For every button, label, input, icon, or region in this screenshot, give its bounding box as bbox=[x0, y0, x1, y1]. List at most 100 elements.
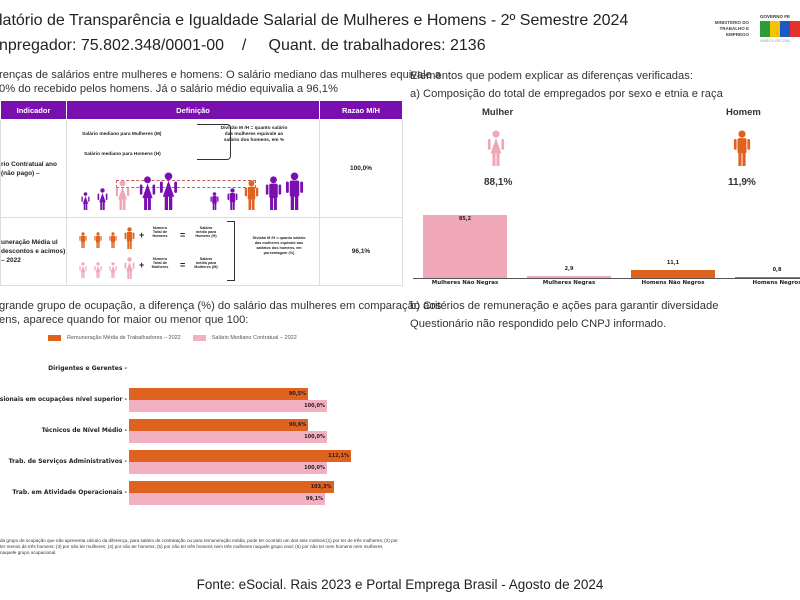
man-icon bbox=[265, 176, 282, 212]
gov-brasil-logo: GOVERNO FE UNIÃO E RECONS bbox=[760, 14, 800, 43]
composition-bar bbox=[423, 215, 507, 278]
occupation-text: grande grupo de ocupação, a diferença (%… bbox=[0, 300, 442, 326]
man-pct: 11,9% bbox=[728, 177, 756, 188]
occupation-label: issionais em ocupações nível superior - bbox=[0, 396, 127, 403]
man-icon bbox=[733, 130, 751, 171]
bar-value-label: 2,9 bbox=[564, 265, 574, 272]
bar-value-label: 11,1 bbox=[666, 259, 680, 266]
legend-label: Salário Mediano Contratual – 2022 bbox=[211, 335, 297, 341]
occupation-bar bbox=[129, 400, 327, 412]
indicator-cell: uneração Média ul descontos e acimos) – … bbox=[0, 217, 67, 286]
ratio-cell: 96,1% bbox=[319, 217, 403, 286]
brace bbox=[227, 221, 235, 281]
bar-value-label: 90,6% bbox=[289, 422, 307, 428]
criteria-text: Questionário não respondido pelo CNPJ in… bbox=[410, 318, 667, 330]
col-indicador: Indicador bbox=[0, 100, 67, 120]
man-icon bbox=[79, 232, 87, 250]
legend-swatch-pink bbox=[192, 335, 206, 341]
category-label: Homens Negros bbox=[752, 280, 800, 286]
source-footer: Fonte: eSocial. Rais 2023 e Portal Empre… bbox=[196, 577, 604, 592]
bar-value-label: 112,1% bbox=[328, 453, 349, 459]
legend-swatch-orange bbox=[48, 335, 61, 341]
def-total-women: Número Total de Mulheres bbox=[151, 257, 169, 269]
occupation-label: Técnicos de Nível Médio - bbox=[41, 427, 127, 434]
plus-sign: + bbox=[139, 230, 145, 240]
definition-cell: Salário mediano para Mulheres (M) Salári… bbox=[66, 119, 320, 218]
salary-ratio-table: Indicador Definição Razao M/H rio Contratu… bbox=[0, 100, 403, 286]
category-label: Homens Não Negros bbox=[641, 280, 705, 286]
man-label: Homem bbox=[726, 107, 761, 118]
bar-value-label: 100,0% bbox=[304, 434, 325, 440]
bar-value-label: 0,8 bbox=[772, 267, 782, 273]
man-icon bbox=[94, 232, 102, 250]
criteria-title: b) Critérios de remuneração e ações para… bbox=[410, 300, 719, 312]
plus-sign: + bbox=[139, 260, 145, 270]
occupation-bar bbox=[129, 450, 351, 462]
legend-label: Remuneração Média de Trabalhadores – 202… bbox=[67, 335, 181, 341]
occupation-label: Trab. em Atividade Operacionais - bbox=[12, 489, 127, 496]
def-total-men: Número Total de Homens bbox=[152, 226, 168, 238]
woman-icon bbox=[81, 192, 90, 212]
equals-sign: = bbox=[180, 260, 186, 270]
occupation-bar bbox=[129, 431, 327, 443]
gov-logo-text: GOVERNO FE bbox=[760, 14, 791, 19]
definition-cell: Número Total de Homens Número Total de M… bbox=[66, 217, 320, 286]
occupation-label: Dirigentes e Gerentes - bbox=[48, 365, 127, 372]
footnote: da grupo de ocupação que não apresenta c… bbox=[0, 538, 398, 555]
bar-value-label: 100,0% bbox=[304, 403, 325, 409]
bar-value-label: 85,2 bbox=[458, 216, 472, 222]
brace bbox=[197, 124, 231, 160]
woman-icon bbox=[159, 172, 178, 212]
woman-icon bbox=[124, 257, 135, 281]
composition-title: a) Composição do total de empregados por… bbox=[410, 88, 723, 100]
def-median-men: Salário mediano para Homens (H) bbox=[84, 152, 161, 157]
table-row: uneração Média ul descontos e acimos) – … bbox=[0, 217, 403, 286]
indicator-cell: rio Contratual ano (não pago) – bbox=[0, 119, 67, 218]
def-median-women: Salário mediano para Mulheres (M) bbox=[82, 132, 162, 137]
category-label: Mulheres Não Negras bbox=[431, 280, 499, 286]
def-avg-men: Salário médio para Homens (H) bbox=[195, 226, 217, 238]
occupation-bar bbox=[129, 493, 326, 505]
category-label: Mulheres Negras bbox=[542, 280, 596, 286]
ministry-logo-text: MINISTÉRIO DO TRABALHO E EMPREGO bbox=[714, 20, 749, 37]
woman-icon bbox=[97, 188, 108, 212]
man-icon bbox=[124, 227, 135, 251]
bar-value-label: 90,5% bbox=[288, 391, 307, 397]
composition-bar bbox=[631, 269, 715, 278]
ratio-cell: 100,0% bbox=[319, 119, 403, 218]
intro-text: renças de salários entre mulheres e home… bbox=[0, 69, 442, 95]
occupation-bar bbox=[129, 388, 309, 400]
woman-icon bbox=[94, 262, 102, 280]
man-icon bbox=[244, 180, 259, 212]
separator: / bbox=[241, 37, 247, 54]
man-icon bbox=[210, 192, 219, 212]
report-title: latório de Transparência e Igualdade Sal… bbox=[0, 12, 629, 29]
x-axis bbox=[413, 278, 800, 279]
occupation-label: Trab. de Serviços Administrativos - bbox=[8, 458, 127, 465]
right-heading: Elementos que podem explicar as diferenç… bbox=[410, 70, 693, 82]
woman-label: Mulher bbox=[482, 107, 514, 118]
woman-icon bbox=[109, 262, 117, 280]
def-avg-women: Salário médio para Mulheres (M) bbox=[194, 257, 218, 269]
occupation-bar bbox=[129, 481, 334, 493]
composition-bar bbox=[735, 277, 800, 278]
table-row: rio Contratual ano (não pago) – Salário … bbox=[0, 119, 403, 218]
col-razao: Razao M/H bbox=[319, 100, 403, 120]
def-note: Divisão M /H = quanto salário das mulher… bbox=[252, 236, 306, 255]
occupation-legend: Remuneração Média de Trabalhadores – 202… bbox=[48, 335, 297, 341]
gov-logo-sub: UNIÃO E RECONS bbox=[760, 39, 791, 43]
man-icon bbox=[227, 188, 238, 212]
composition-bar bbox=[527, 275, 611, 278]
woman-icon bbox=[487, 130, 505, 171]
bar-value-label: 103,3% bbox=[310, 484, 332, 490]
woman-icon bbox=[115, 180, 130, 212]
bar-value-label: 100,0% bbox=[304, 465, 325, 471]
worker-count: Quant. de trabalhadores: 2136 bbox=[268, 37, 486, 54]
woman-icon bbox=[79, 262, 87, 280]
woman-pct: 88,1% bbox=[484, 177, 513, 188]
bar-value-label: 99,1% bbox=[305, 496, 324, 502]
dashed-highlight bbox=[116, 180, 256, 188]
occupation-bar bbox=[129, 419, 309, 431]
man-icon bbox=[285, 172, 304, 212]
col-definicao: Definição bbox=[66, 100, 320, 120]
